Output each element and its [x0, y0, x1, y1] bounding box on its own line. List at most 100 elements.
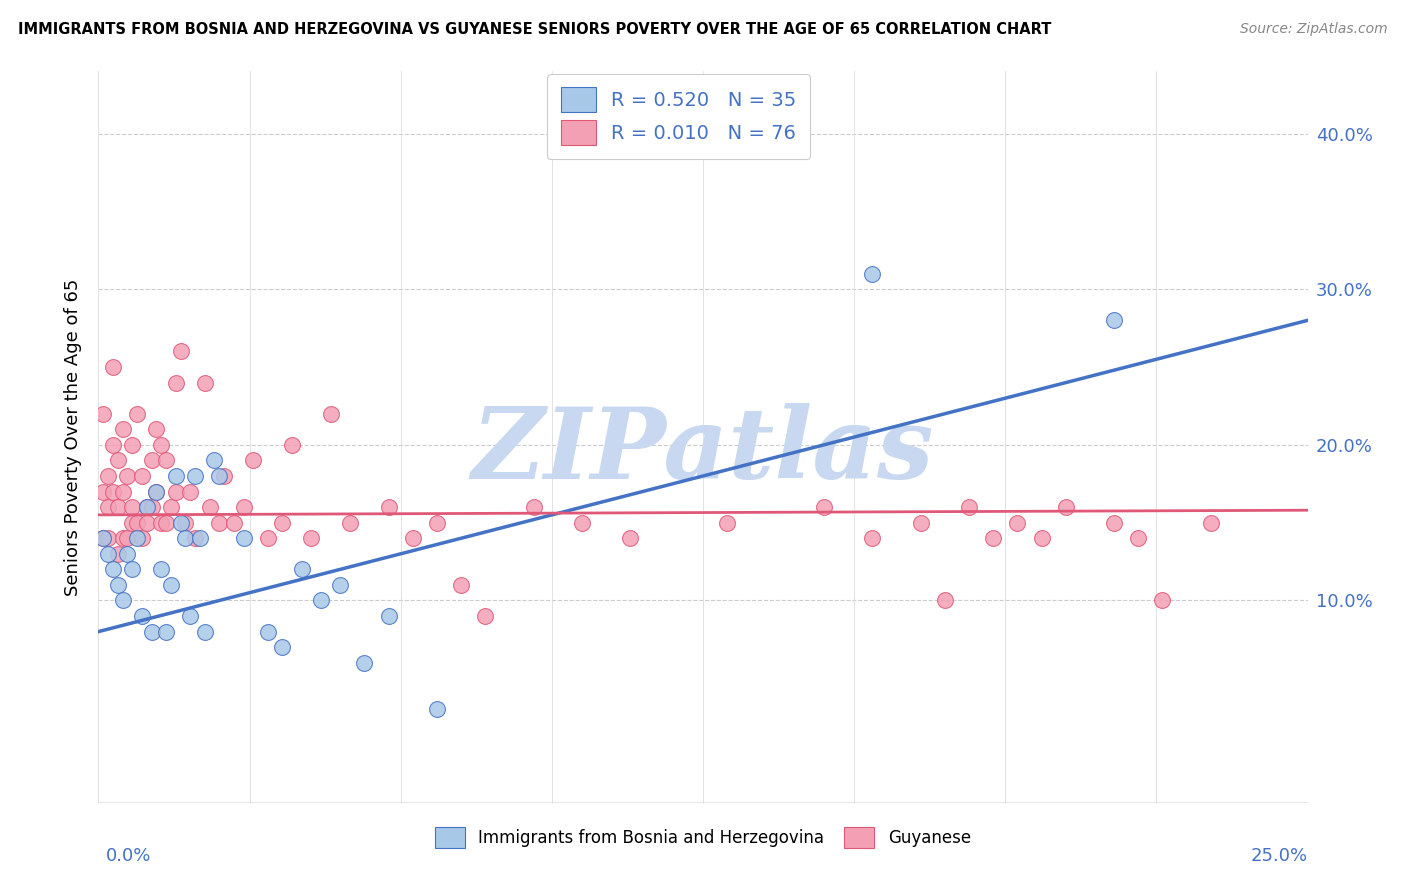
Point [141, 624, 163, 639]
Point [1102, 313, 1125, 327]
Point [450, 578, 472, 592]
Point [107, 500, 129, 515]
Point [127, 407, 149, 421]
Point [194, 376, 217, 390]
Text: 25.0%: 25.0% [1250, 847, 1308, 865]
Point [716, 516, 738, 530]
Point [174, 516, 197, 530]
Point [981, 531, 1004, 545]
Point [145, 484, 167, 499]
Legend: Immigrants from Bosnia and Herzegovina, Guyanese: Immigrants from Bosnia and Herzegovina, … [427, 819, 979, 856]
Text: 0.0%: 0.0% [105, 847, 150, 865]
Point [111, 484, 134, 499]
Point [426, 702, 449, 716]
Point [290, 562, 312, 576]
Point [117, 531, 139, 545]
Point [135, 500, 157, 515]
Point [860, 531, 883, 545]
Point [111, 531, 134, 545]
Point [174, 531, 197, 545]
Point [1152, 593, 1174, 607]
Point [107, 578, 129, 592]
Point [208, 469, 231, 483]
Point [523, 500, 546, 515]
Point [101, 359, 124, 374]
Point [150, 438, 173, 452]
Point [165, 469, 187, 483]
Point [97, 547, 120, 561]
Point [101, 438, 124, 452]
Point [319, 407, 342, 421]
Point [97, 500, 120, 515]
Point [107, 453, 129, 467]
Point [571, 516, 593, 530]
Point [131, 469, 153, 483]
Point [111, 422, 134, 436]
Point [1007, 516, 1029, 530]
Point [141, 500, 163, 515]
Point [860, 267, 883, 281]
Point [121, 516, 143, 530]
Point [127, 531, 149, 545]
Point [155, 516, 177, 530]
Point [117, 547, 139, 561]
Point [131, 609, 153, 624]
Point [135, 516, 157, 530]
Point [619, 531, 641, 545]
Point [101, 484, 124, 499]
Point [222, 516, 245, 530]
Point [194, 624, 217, 639]
Point [150, 562, 173, 576]
Point [957, 500, 980, 515]
Point [91, 407, 114, 421]
Y-axis label: Seniors Poverty Over the Age of 65: Seniors Poverty Over the Age of 65 [63, 278, 82, 596]
Point [426, 516, 449, 530]
Point [179, 609, 201, 624]
Point [281, 438, 304, 452]
Point [309, 593, 332, 607]
Point [150, 516, 173, 530]
Point [256, 531, 278, 545]
Point [208, 516, 231, 530]
Point [204, 453, 226, 467]
Point [1054, 500, 1077, 515]
Point [299, 531, 322, 545]
Point [91, 531, 114, 545]
Point [135, 500, 157, 515]
Point [184, 531, 207, 545]
Point [155, 453, 177, 467]
Point [91, 484, 114, 499]
Point [232, 531, 254, 545]
Point [155, 624, 177, 639]
Point [141, 453, 163, 467]
Point [271, 640, 294, 655]
Point [127, 516, 149, 530]
Point [271, 516, 294, 530]
Point [131, 531, 153, 545]
Point [160, 500, 183, 515]
Point [101, 562, 124, 576]
Point [91, 531, 114, 545]
Point [165, 484, 187, 499]
Point [232, 500, 254, 515]
Point [813, 500, 835, 515]
Point [107, 547, 129, 561]
Point [179, 484, 201, 499]
Point [242, 453, 264, 467]
Point [198, 500, 221, 515]
Text: ZIPatlas: ZIPatlas [472, 403, 934, 500]
Point [1199, 516, 1222, 530]
Point [188, 531, 211, 545]
Point [169, 516, 191, 530]
Point [910, 516, 932, 530]
Point [353, 656, 375, 670]
Point [256, 624, 278, 639]
Point [377, 500, 399, 515]
Point [1128, 531, 1150, 545]
Point [184, 469, 207, 483]
Point [121, 562, 143, 576]
Point [165, 376, 187, 390]
Point [1031, 531, 1053, 545]
Text: Source: ZipAtlas.com: Source: ZipAtlas.com [1240, 22, 1388, 37]
Point [121, 438, 143, 452]
